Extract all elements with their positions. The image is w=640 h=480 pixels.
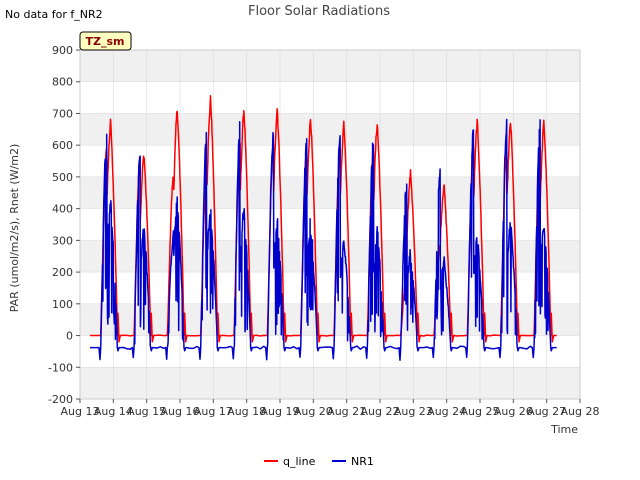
x-tick-label: Aug 16 bbox=[161, 405, 200, 418]
background-band bbox=[80, 240, 580, 273]
background-band bbox=[80, 50, 580, 82]
series-line-nr1 bbox=[90, 118, 557, 362]
x-tick-label: Aug 21 bbox=[327, 405, 366, 418]
background-band bbox=[80, 303, 580, 336]
background-band bbox=[80, 176, 580, 209]
x-tick-label: Aug 28 bbox=[561, 405, 600, 418]
x-tick-label: Aug 13 bbox=[61, 405, 100, 418]
x-tick-label: Aug 18 bbox=[227, 405, 266, 418]
x-tick-label: Aug 27 bbox=[527, 405, 566, 418]
y-tick-label: -200 bbox=[48, 393, 73, 406]
x-axis-title: Time bbox=[550, 423, 578, 436]
y-axis: -200 -100 0 100 200 300 400 500 600 700 800 900 bbox=[48, 44, 80, 406]
y-tick-label: 200 bbox=[52, 266, 73, 279]
x-tick-label: Aug 22 bbox=[361, 405, 400, 418]
y-tick-label: 0 bbox=[66, 330, 73, 343]
series-line-q-line bbox=[90, 95, 557, 343]
y-tick-label: 500 bbox=[52, 171, 73, 184]
x-tick-label: Aug 20 bbox=[294, 405, 333, 418]
x-tick-label: Aug 23 bbox=[394, 405, 433, 418]
plot-frame bbox=[79, 49, 581, 400]
x-tick-label: Aug 19 bbox=[261, 405, 300, 418]
y-tick-label: 600 bbox=[52, 139, 73, 152]
y-tick-label: 700 bbox=[52, 107, 73, 120]
y-tick-label: 900 bbox=[52, 44, 73, 57]
x-tick-label: Aug 14 bbox=[94, 405, 133, 418]
x-tick-label: Aug 15 bbox=[127, 405, 166, 418]
legend-label-nr1: NR1 bbox=[351, 455, 374, 468]
y-tick-label: 100 bbox=[52, 298, 73, 311]
no-data-notice: No data for f_NR2 bbox=[5, 8, 103, 21]
y-tick-label: -100 bbox=[48, 361, 73, 374]
series-layer bbox=[90, 95, 557, 362]
background-bands bbox=[80, 50, 580, 399]
legend: q_line NR1 bbox=[264, 455, 374, 468]
x-tick-label: Aug 25 bbox=[461, 405, 500, 418]
x-tick-label: Aug 17 bbox=[194, 405, 233, 418]
tz-badge: TZ_sm bbox=[79, 31, 132, 51]
background-band bbox=[80, 113, 580, 146]
x-tick-label: Aug 24 bbox=[427, 405, 466, 418]
x-tick-label: Aug 26 bbox=[494, 405, 533, 418]
tz-badge-label: TZ_sm bbox=[86, 35, 125, 48]
y-tick-label: 400 bbox=[52, 203, 73, 216]
y-axis-title: PAR (umol/m2/s), Rnet (W/m2) bbox=[8, 144, 21, 313]
y-tick-label: 800 bbox=[52, 76, 73, 89]
background-band bbox=[80, 367, 580, 399]
y-tick-label: 300 bbox=[52, 234, 73, 247]
legend-label-q-line: q_line bbox=[283, 455, 316, 468]
chart-title: Floor Solar Radiations bbox=[248, 4, 390, 19]
